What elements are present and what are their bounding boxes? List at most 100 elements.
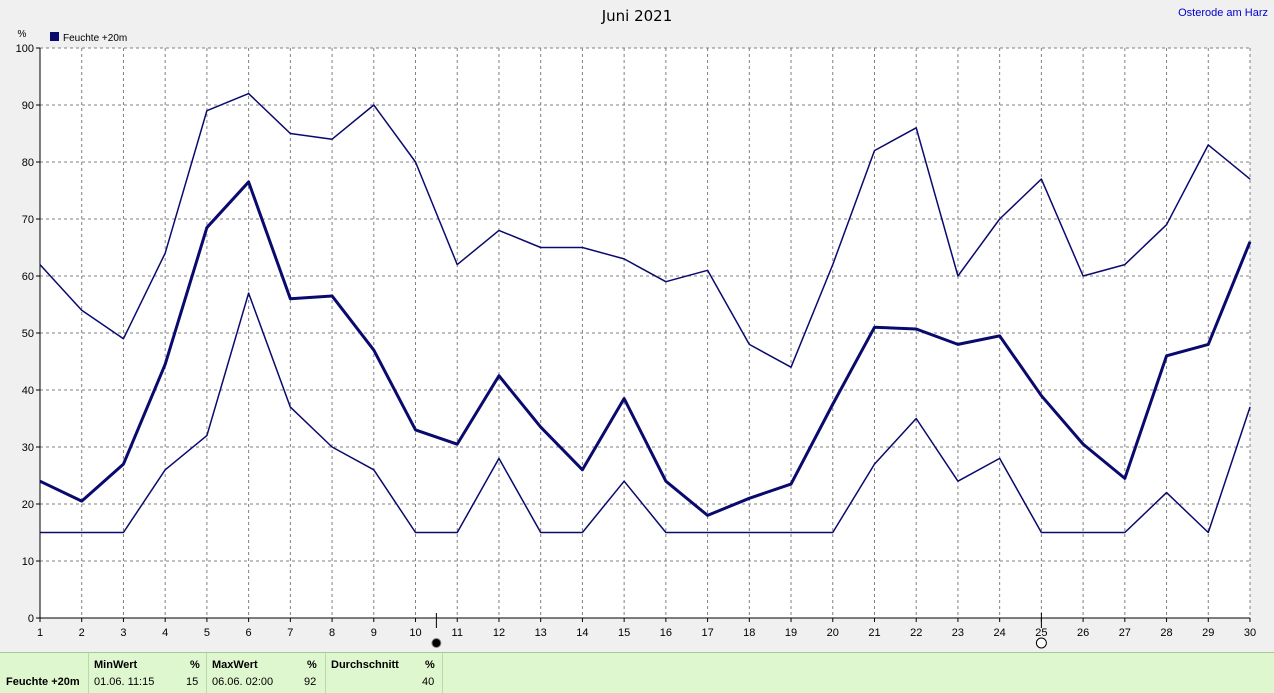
data-point-max <box>1124 264 1126 266</box>
y-tick-label: 100 <box>16 43 34 55</box>
x-tick-label: 10 <box>409 627 421 639</box>
data-point-mean <box>456 443 458 445</box>
data-point-mean <box>915 328 917 330</box>
data-point-min <box>39 532 41 533</box>
data-point-min <box>122 532 124 533</box>
data-point-max <box>748 343 750 345</box>
data-point-mean <box>790 483 792 485</box>
data-point-max <box>1249 178 1251 180</box>
legend-label: Feuchte +20m <box>63 33 127 44</box>
avg-unit: % <box>425 659 435 671</box>
data-point-max <box>373 104 375 106</box>
data-point-max <box>122 338 124 340</box>
x-tick-label: 5 <box>204 627 210 639</box>
data-point-max <box>581 247 583 248</box>
day-markers <box>431 613 1047 649</box>
location-label: Osterode am Harz <box>1178 7 1268 19</box>
data-point-max <box>540 247 542 248</box>
stats-divider <box>88 653 89 693</box>
data-point-min <box>790 532 792 533</box>
y-tick-label: 0 <box>28 613 34 625</box>
y-tick-label: 60 <box>22 271 34 283</box>
legend-swatch <box>50 32 59 41</box>
x-tick-label: 18 <box>743 627 755 639</box>
data-point-mean <box>415 429 417 431</box>
x-tick-label: 15 <box>618 627 630 639</box>
data-point-min <box>164 469 166 471</box>
x-tick-label: 28 <box>1160 627 1172 639</box>
max-value: 92 <box>304 676 317 688</box>
y-tick-label: 90 <box>22 100 34 112</box>
data-point-min <box>873 463 875 465</box>
data-point-min <box>540 532 542 533</box>
data-point-mean <box>1207 343 1209 345</box>
data-point-max <box>915 127 917 129</box>
y-tick-label: 70 <box>22 214 34 226</box>
data-point-max <box>164 252 166 254</box>
data-point-mean <box>832 403 834 405</box>
data-point-mean <box>331 295 333 297</box>
min-time: 01.06. 11:15 <box>94 676 155 688</box>
data-point-min <box>289 406 291 408</box>
x-tick-label: 21 <box>868 627 880 639</box>
data-point-mean <box>122 463 124 465</box>
min-value: 15 <box>186 676 199 688</box>
data-point-max <box>707 269 709 271</box>
data-point-max <box>206 110 208 112</box>
data-point-max <box>415 161 417 163</box>
data-point-max <box>456 264 458 266</box>
x-tick-label: 8 <box>329 627 335 639</box>
x-tick-label: 2 <box>79 627 85 639</box>
data-point-min <box>581 532 583 533</box>
data-point-mean <box>748 497 750 499</box>
data-point-min <box>373 469 375 471</box>
x-tick-label: 26 <box>1077 627 1089 639</box>
data-point-max <box>665 281 667 283</box>
avg-header: Durchschnitt <box>331 659 399 671</box>
data-point-max <box>623 258 625 260</box>
x-tick-label: 22 <box>910 627 922 639</box>
stats-divider <box>325 653 326 693</box>
min-header: MinWert <box>94 659 138 671</box>
data-point-max <box>1040 178 1042 180</box>
y-tick-labels: 0 10 20 30 40 50 60 70 80 90 100 <box>16 43 34 625</box>
data-point-min <box>915 418 917 419</box>
x-tick-label: 12 <box>493 627 505 639</box>
x-tick-label: 4 <box>162 627 168 639</box>
max-unit: % <box>307 659 317 671</box>
data-point-min <box>415 532 417 533</box>
data-point-mean <box>1124 477 1126 479</box>
data-point-max <box>957 275 959 277</box>
x-tick-label: 24 <box>994 627 1006 639</box>
data-point-mean <box>1166 355 1168 357</box>
stats-divider <box>206 653 207 693</box>
data-point-mean <box>665 480 667 482</box>
x-tick-label: 20 <box>827 627 839 639</box>
x-tick-label: 11 <box>452 627 463 639</box>
data-point-mean <box>1249 241 1251 243</box>
x-tick-label: 17 <box>701 627 713 639</box>
data-point-mean <box>707 514 709 516</box>
legend: Feuchte +20m <box>50 32 127 44</box>
data-point-mean <box>540 426 542 428</box>
data-point-mean <box>164 363 166 365</box>
max-header: MaxWert <box>212 659 258 671</box>
data-point-min <box>81 532 83 533</box>
x-tick-label: 16 <box>660 627 672 639</box>
data-point-min <box>1166 492 1168 494</box>
y-tick-label: 20 <box>22 499 34 511</box>
x-tick-label: 23 <box>952 627 964 639</box>
data-point-min <box>498 457 500 459</box>
data-point-max <box>498 229 500 231</box>
x-tick-label: 30 <box>1244 627 1256 639</box>
data-point-mean <box>623 398 625 400</box>
x-tick-label: 27 <box>1119 627 1131 639</box>
data-point-mean <box>206 227 208 229</box>
data-point-min <box>1249 406 1251 408</box>
data-point-mean <box>957 343 959 345</box>
data-point-min <box>665 532 667 533</box>
data-point-max <box>873 150 875 152</box>
min-unit: % <box>190 659 200 671</box>
data-point-min <box>1207 532 1209 533</box>
x-tick-label: 1 <box>37 627 43 639</box>
